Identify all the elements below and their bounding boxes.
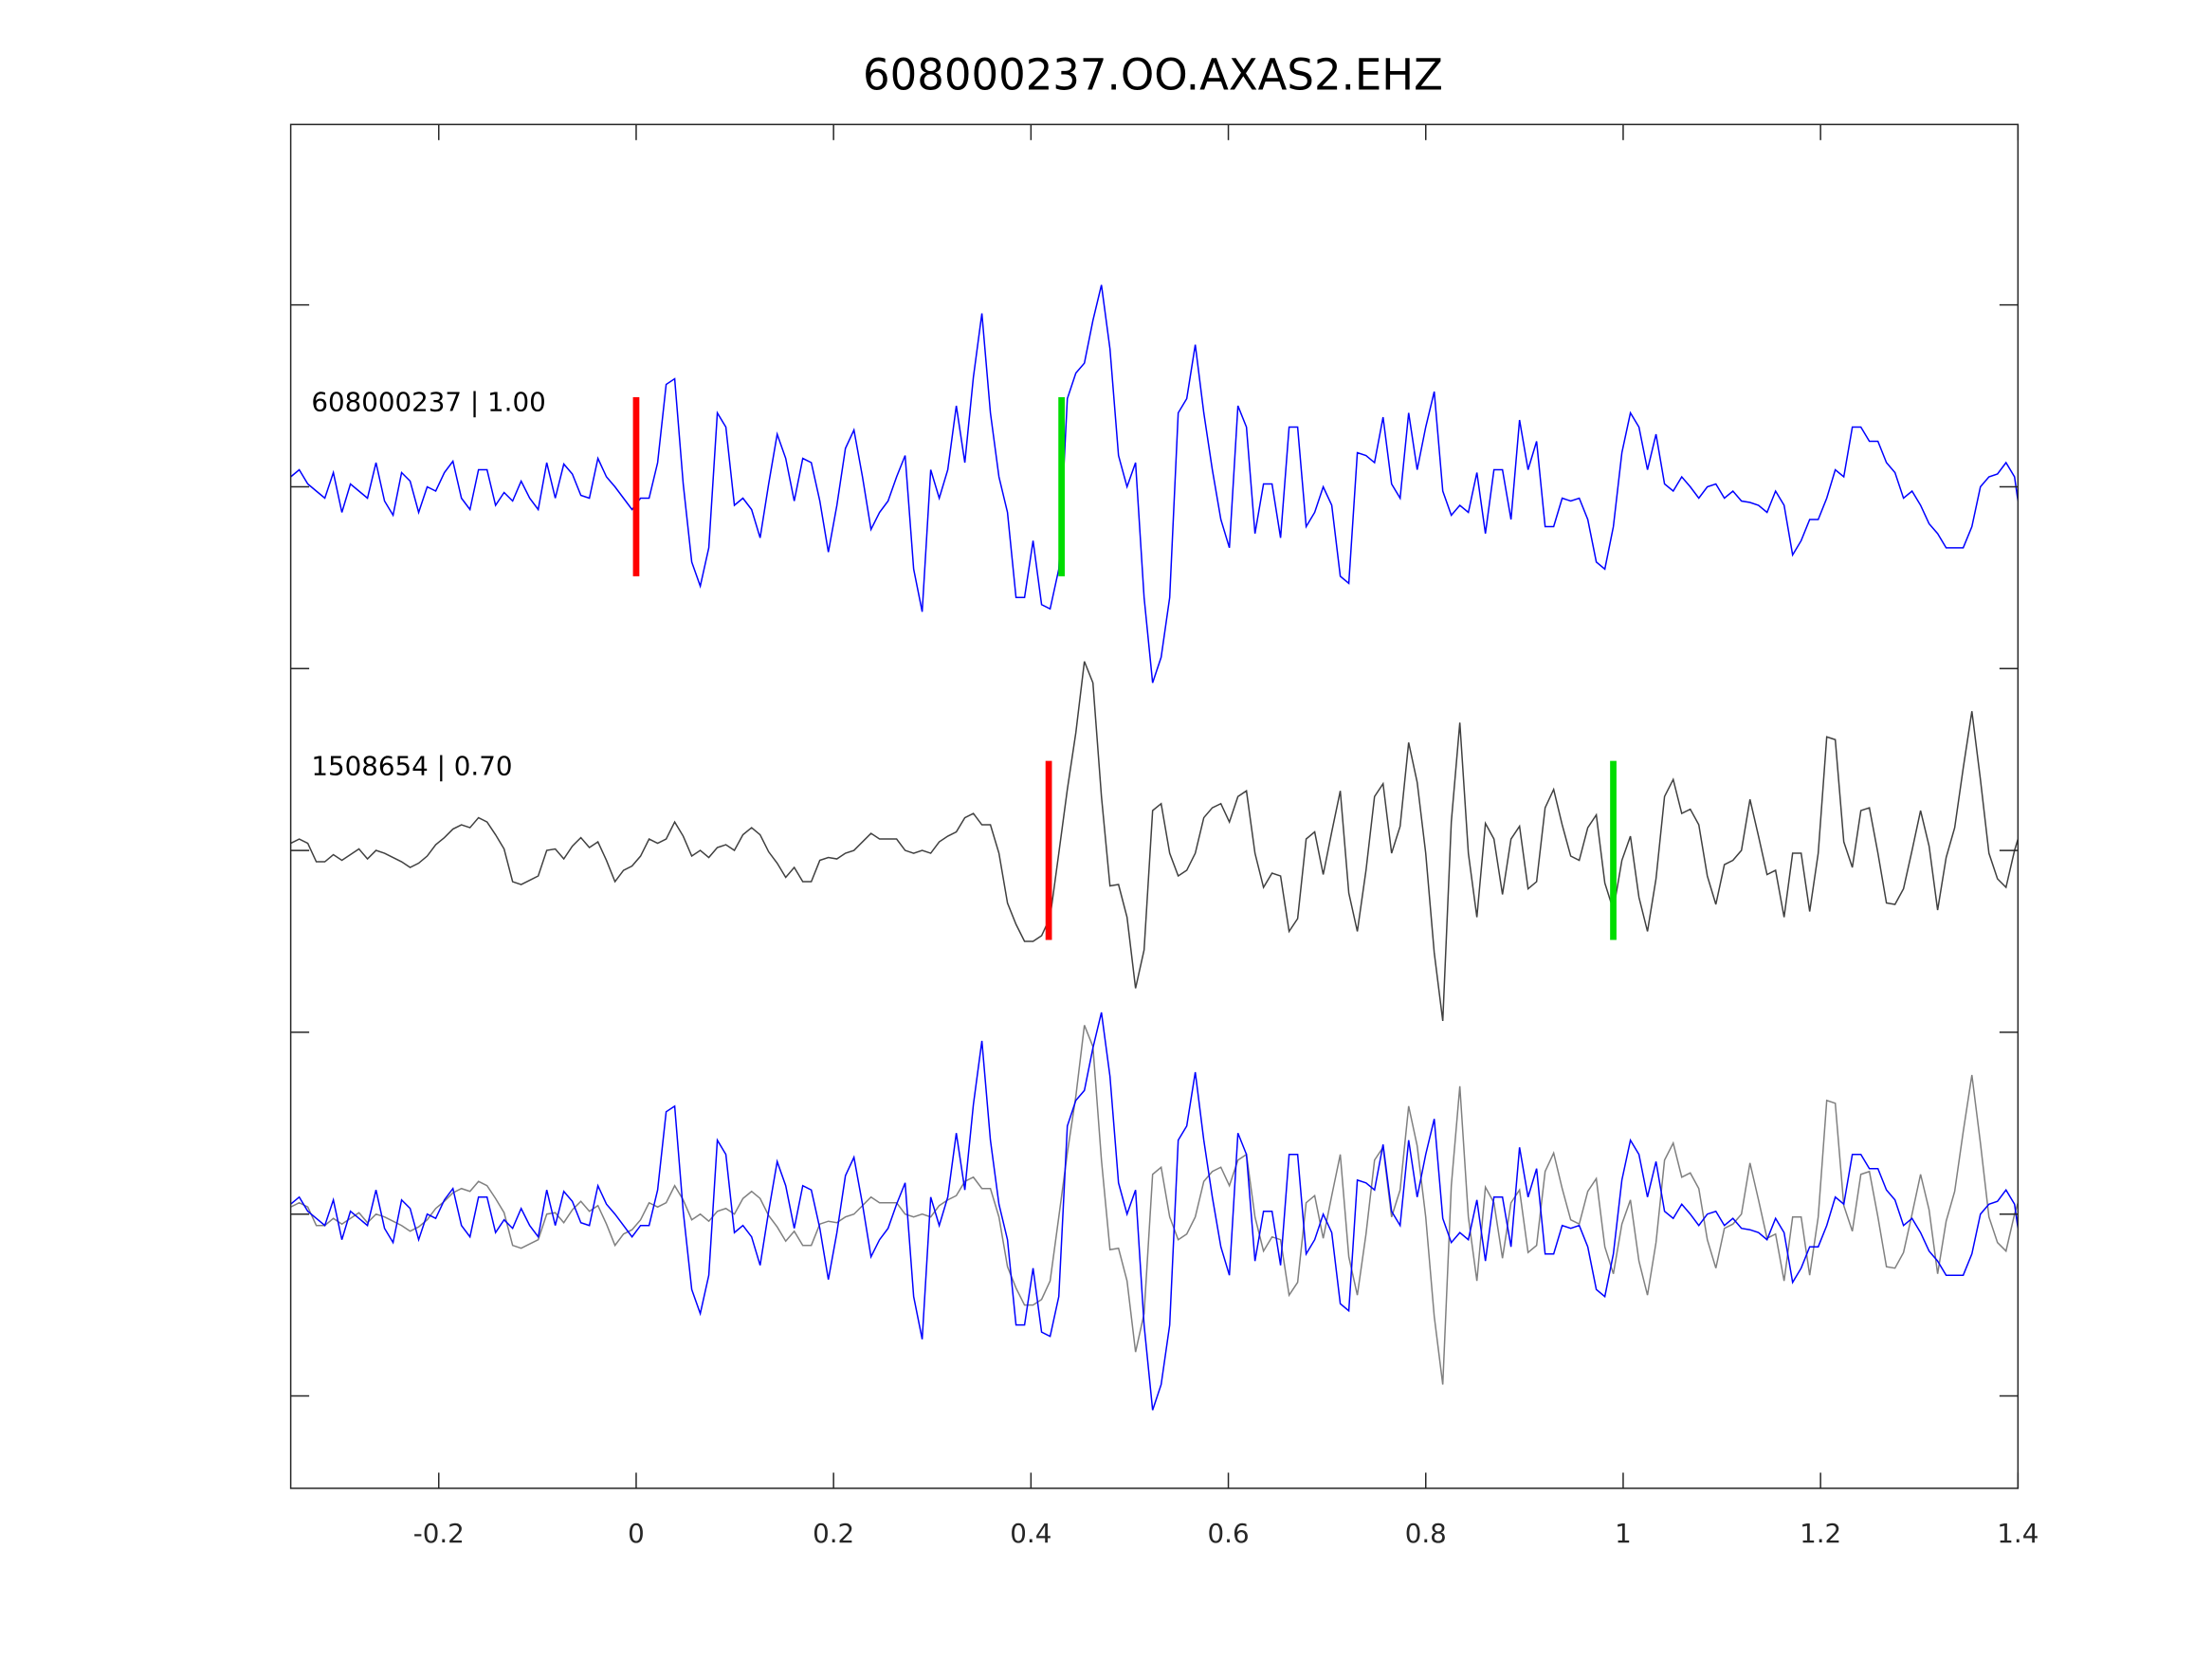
trace-label-2: 1508654 | 0.70 <box>311 750 512 781</box>
x-tick-label: 1 <box>1615 1518 1632 1549</box>
overlay-trace-608000237 <box>290 1012 2020 1411</box>
x-tick-label: 1.4 <box>1997 1518 2038 1549</box>
x-tick-label: 1.2 <box>1800 1518 1841 1549</box>
x-tick-label: 0.4 <box>1010 1518 1051 1549</box>
x-tick-label: 0.8 <box>1405 1518 1447 1549</box>
x-tick-label: -0.2 <box>413 1518 465 1549</box>
x-tick-label: 0.2 <box>813 1518 854 1549</box>
trace-1508654 <box>290 661 2020 1022</box>
axis-ticks: -0.2 0 0.2 0.4 0.6 0.8 1 1.2 1.4 <box>290 124 2038 1549</box>
overlay-trace-1508654 <box>290 1025 2020 1385</box>
plot-area <box>290 284 2020 1411</box>
x-tick-label: 0 <box>628 1518 645 1549</box>
x-tick-label: 0.6 <box>1208 1518 1250 1549</box>
trace-label-1: 608000237 | 1.00 <box>311 386 545 417</box>
axes-frame <box>289 123 2020 1489</box>
trace-608000237 <box>290 284 2020 684</box>
chart-title: 608000237.OO.AXAS2.EHZ <box>863 50 1443 100</box>
